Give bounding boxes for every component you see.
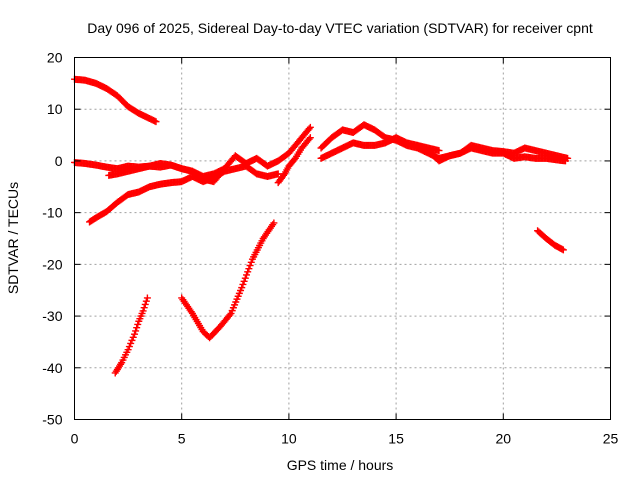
data-point [141,300,149,308]
x-axis-label: GPS time / hours [287,457,394,473]
grid [74,57,611,420]
data-point [245,265,253,273]
data-point [127,339,135,347]
x-axis-ticks: 0 5 10 15 20 25 [71,57,619,447]
data-point [140,304,148,312]
x-tick-label: 5 [178,431,186,447]
y-tick-label: 0 [55,153,63,169]
series-track-c [86,162,282,226]
data-point [246,262,254,270]
series-track-f [105,123,314,186]
x-tick-label: 25 [603,431,619,447]
data-point [142,297,150,305]
x-tick-label: 15 [388,431,404,447]
y-tick-label: 20 [47,50,63,66]
y-tick-label: -40 [42,360,62,376]
data-point [559,246,567,254]
y-tick-label: -10 [42,205,62,221]
data-point [128,336,136,344]
data-point [143,294,151,302]
data-point [306,123,314,131]
data-point [226,311,234,319]
data-point [305,135,313,143]
data-point [240,277,248,285]
y-tick-label: -20 [42,256,62,272]
data-point [564,154,572,162]
data-point [139,307,147,315]
data-point [152,118,160,126]
y-tick-label: -50 [42,412,62,428]
series-track-a [71,75,160,126]
y-axis-label: SDTVAR / TECUs [5,182,21,294]
data-points [71,75,572,377]
data-point [241,274,249,282]
series-track-j [414,141,572,165]
data-point [274,170,282,178]
data-point [435,147,443,155]
data-point [305,125,313,133]
data-point [124,346,132,354]
series-track-e [178,219,278,342]
x-tick-label: 10 [281,431,297,447]
data-point [133,324,141,332]
data-point [239,280,247,288]
plot-frame [74,57,611,420]
data-point [131,330,139,338]
data-point [125,343,133,351]
series-track-k [534,227,567,254]
data-point [306,134,314,142]
data-point [247,258,255,266]
y-tick-label: 10 [47,101,63,117]
series-track-g [274,134,314,187]
chart-title: Day 096 of 2025, Sidereal Day-to-day VTE… [87,20,593,36]
data-point [132,327,140,335]
series-track-d [111,294,151,377]
y-axis-ticks: 20 10 0 -10 -20 -30 -40 -50 [42,50,611,428]
series-track-i [317,134,443,162]
x-tick-label: 20 [496,431,512,447]
data-point [270,219,278,227]
data-point [134,320,142,328]
data-point [129,333,137,341]
data-point [238,284,246,292]
data-point [242,271,250,279]
x-tick-label: 0 [71,431,79,447]
data-point [244,268,252,276]
y-tick-label: -30 [42,308,62,324]
